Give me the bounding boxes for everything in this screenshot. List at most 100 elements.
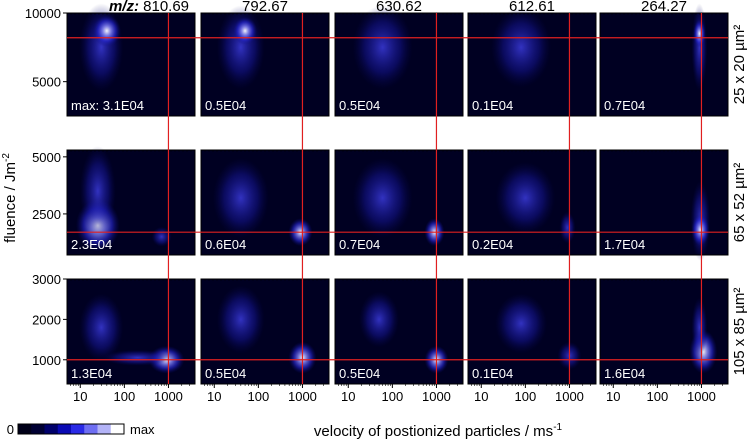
max-value-label: 0.5E04 xyxy=(205,98,246,113)
x-tick-label: 1000 xyxy=(154,389,183,404)
y-axis-labels: 5000 10000 2500 5000 1000 2000 3000 fluence / J… xyxy=(1,6,67,368)
x-tick-label: 1000 xyxy=(555,389,584,404)
intensity-blob xyxy=(352,5,413,90)
max-value-label: 1.7E04 xyxy=(604,237,645,252)
x-tick-label: 100 xyxy=(248,389,270,404)
x-tick-label: 10 xyxy=(73,389,87,404)
intensity-blob xyxy=(79,293,124,362)
intensity-blob xyxy=(79,146,116,237)
max-value-label: 0.2E04 xyxy=(472,237,513,252)
intensity-blob xyxy=(352,157,413,238)
colorbar-min-label: 0 xyxy=(7,422,14,437)
max-value-label: 0.5E04 xyxy=(205,366,246,381)
heatmap-panel: 0.7E04 xyxy=(599,3,729,117)
intensity-blob xyxy=(495,161,556,234)
max-value-label: max: 3.1E04 xyxy=(71,98,144,113)
column-header: 264.27 xyxy=(641,0,687,15)
x-tick-label: 10 xyxy=(474,389,488,404)
intensity-blob xyxy=(491,7,552,88)
row-label: 25 x 20 µm² xyxy=(731,25,748,105)
x-tick-label: 100 xyxy=(515,389,537,404)
colorbar: 0 max xyxy=(7,422,155,437)
x-tick-label: 1000 xyxy=(422,389,451,404)
intensity-blob xyxy=(102,349,173,366)
column-headers: m/z: 810.69 792.67 630.62 612.61 264.27 xyxy=(109,0,687,15)
y-axis-title: fluence / Jm-2 xyxy=(1,153,19,243)
max-value-label: 0.5E04 xyxy=(339,366,380,381)
x-tick-label: 1000 xyxy=(288,389,317,404)
intensity-blob xyxy=(495,293,548,354)
heatmap-panel: 0.6E04 xyxy=(200,149,330,256)
heatmap-panel: 1.3E04 xyxy=(66,278,196,385)
max-value-label: 0.7E04 xyxy=(604,98,645,113)
intensity-blob xyxy=(691,297,708,358)
y-tick-label: 5000 xyxy=(32,75,61,90)
column-header: 612.61 xyxy=(509,0,555,15)
column-header: m/z: 810.69 xyxy=(109,0,189,15)
intensity-blob xyxy=(559,211,576,244)
intensity-blob xyxy=(212,157,269,238)
colorbar-swatch xyxy=(44,424,59,434)
y-tick-label: 2000 xyxy=(32,312,61,327)
colorbar-max-label: max xyxy=(130,422,155,437)
max-value-label: 0.5E04 xyxy=(339,98,380,113)
max-value-label: 1.6E04 xyxy=(604,366,645,381)
column-header: 792.67 xyxy=(242,0,288,15)
column-header: 630.62 xyxy=(376,0,422,15)
colorbar-swatch xyxy=(31,424,45,434)
colorbar-swatch xyxy=(84,424,98,434)
y-tick-label: 5000 xyxy=(32,150,61,165)
row-labels: 25 x 20 µm² 65 x 52 µm² 105 x 85 µm² xyxy=(731,25,748,376)
intensity-blob xyxy=(216,285,265,354)
x-axis-title-sup: -1 xyxy=(553,422,562,433)
heatmap-panel: 0.5E04 xyxy=(334,5,464,117)
intensity-blob xyxy=(233,16,258,45)
x-tick-label: 10 xyxy=(606,389,620,404)
x-tick-label: 10 xyxy=(341,389,355,404)
colorbar-swatch xyxy=(57,424,72,434)
y-tick-label: 3000 xyxy=(32,272,61,287)
heatmap-panel: 0.5E04 xyxy=(200,278,330,385)
max-value-label: 0.1E04 xyxy=(472,366,513,381)
intensity-blob xyxy=(92,14,121,47)
colorbar-swatch xyxy=(110,424,125,434)
max-value-label: 0.1E04 xyxy=(472,98,513,113)
max-value-label: 2.3E04 xyxy=(71,237,112,252)
x-tick-label: 100 xyxy=(114,389,136,404)
mz-label: m/z: xyxy=(109,0,143,15)
max-value-label: 0.7E04 xyxy=(339,237,380,252)
heatmap-panel: 0.1E04 xyxy=(467,278,597,385)
mz-value: 810.69 xyxy=(143,0,189,15)
x-tick-label: 10 xyxy=(207,389,221,404)
colorbar-frame xyxy=(17,423,125,435)
x-axis: 10 100 1000 10 100 1000 10 100 1000 10 100 1000 10 10… xyxy=(70,384,723,440)
y-axis-title-sup: -2 xyxy=(1,153,12,162)
colorbar-swatch xyxy=(71,424,85,434)
colorbar-swatch xyxy=(97,424,112,434)
row-label: 105 x 85 µm² xyxy=(731,288,748,376)
heatmap-panel: 1.6E04 xyxy=(599,278,729,385)
max-value-label: 0.6E04 xyxy=(205,237,246,252)
heatmap-panel: 2.3E04 xyxy=(66,146,196,256)
x-tick-label: 100 xyxy=(382,389,404,404)
heatmap-panel: max: 3.1E04 xyxy=(66,3,196,117)
x-axis-title: velocity of postionized particles / ms-1 xyxy=(314,422,563,440)
intensity-blob xyxy=(359,291,400,348)
y-tick-label: 1000 xyxy=(32,353,61,368)
y-tick-label: 10000 xyxy=(25,6,61,21)
x-tick-label: 1000 xyxy=(687,389,716,404)
intensity-blob xyxy=(691,213,710,246)
max-value-label: 1.3E04 xyxy=(71,366,112,381)
panel-grid: max: 3.1E04 0.5E04 0.5E04 0.1E04 0.7E04 2.3E0… xyxy=(66,3,729,385)
reference-lines xyxy=(67,13,728,384)
heatmap-panel: 1.7E04 xyxy=(599,149,729,261)
colorbar-swatch xyxy=(18,424,32,434)
heatmap-panel: 0.2E04 xyxy=(467,149,597,256)
row-label: 65 x 52 µm² xyxy=(731,163,748,243)
intensity-blob xyxy=(693,19,706,48)
heatmap-panel: 0.7E04 xyxy=(334,149,464,256)
heatmap-panel: 0.1E04 xyxy=(467,7,597,117)
heatmap-panel: 0.5E04 xyxy=(334,278,464,385)
heatmap-panel: 0.5E04 xyxy=(200,5,330,117)
